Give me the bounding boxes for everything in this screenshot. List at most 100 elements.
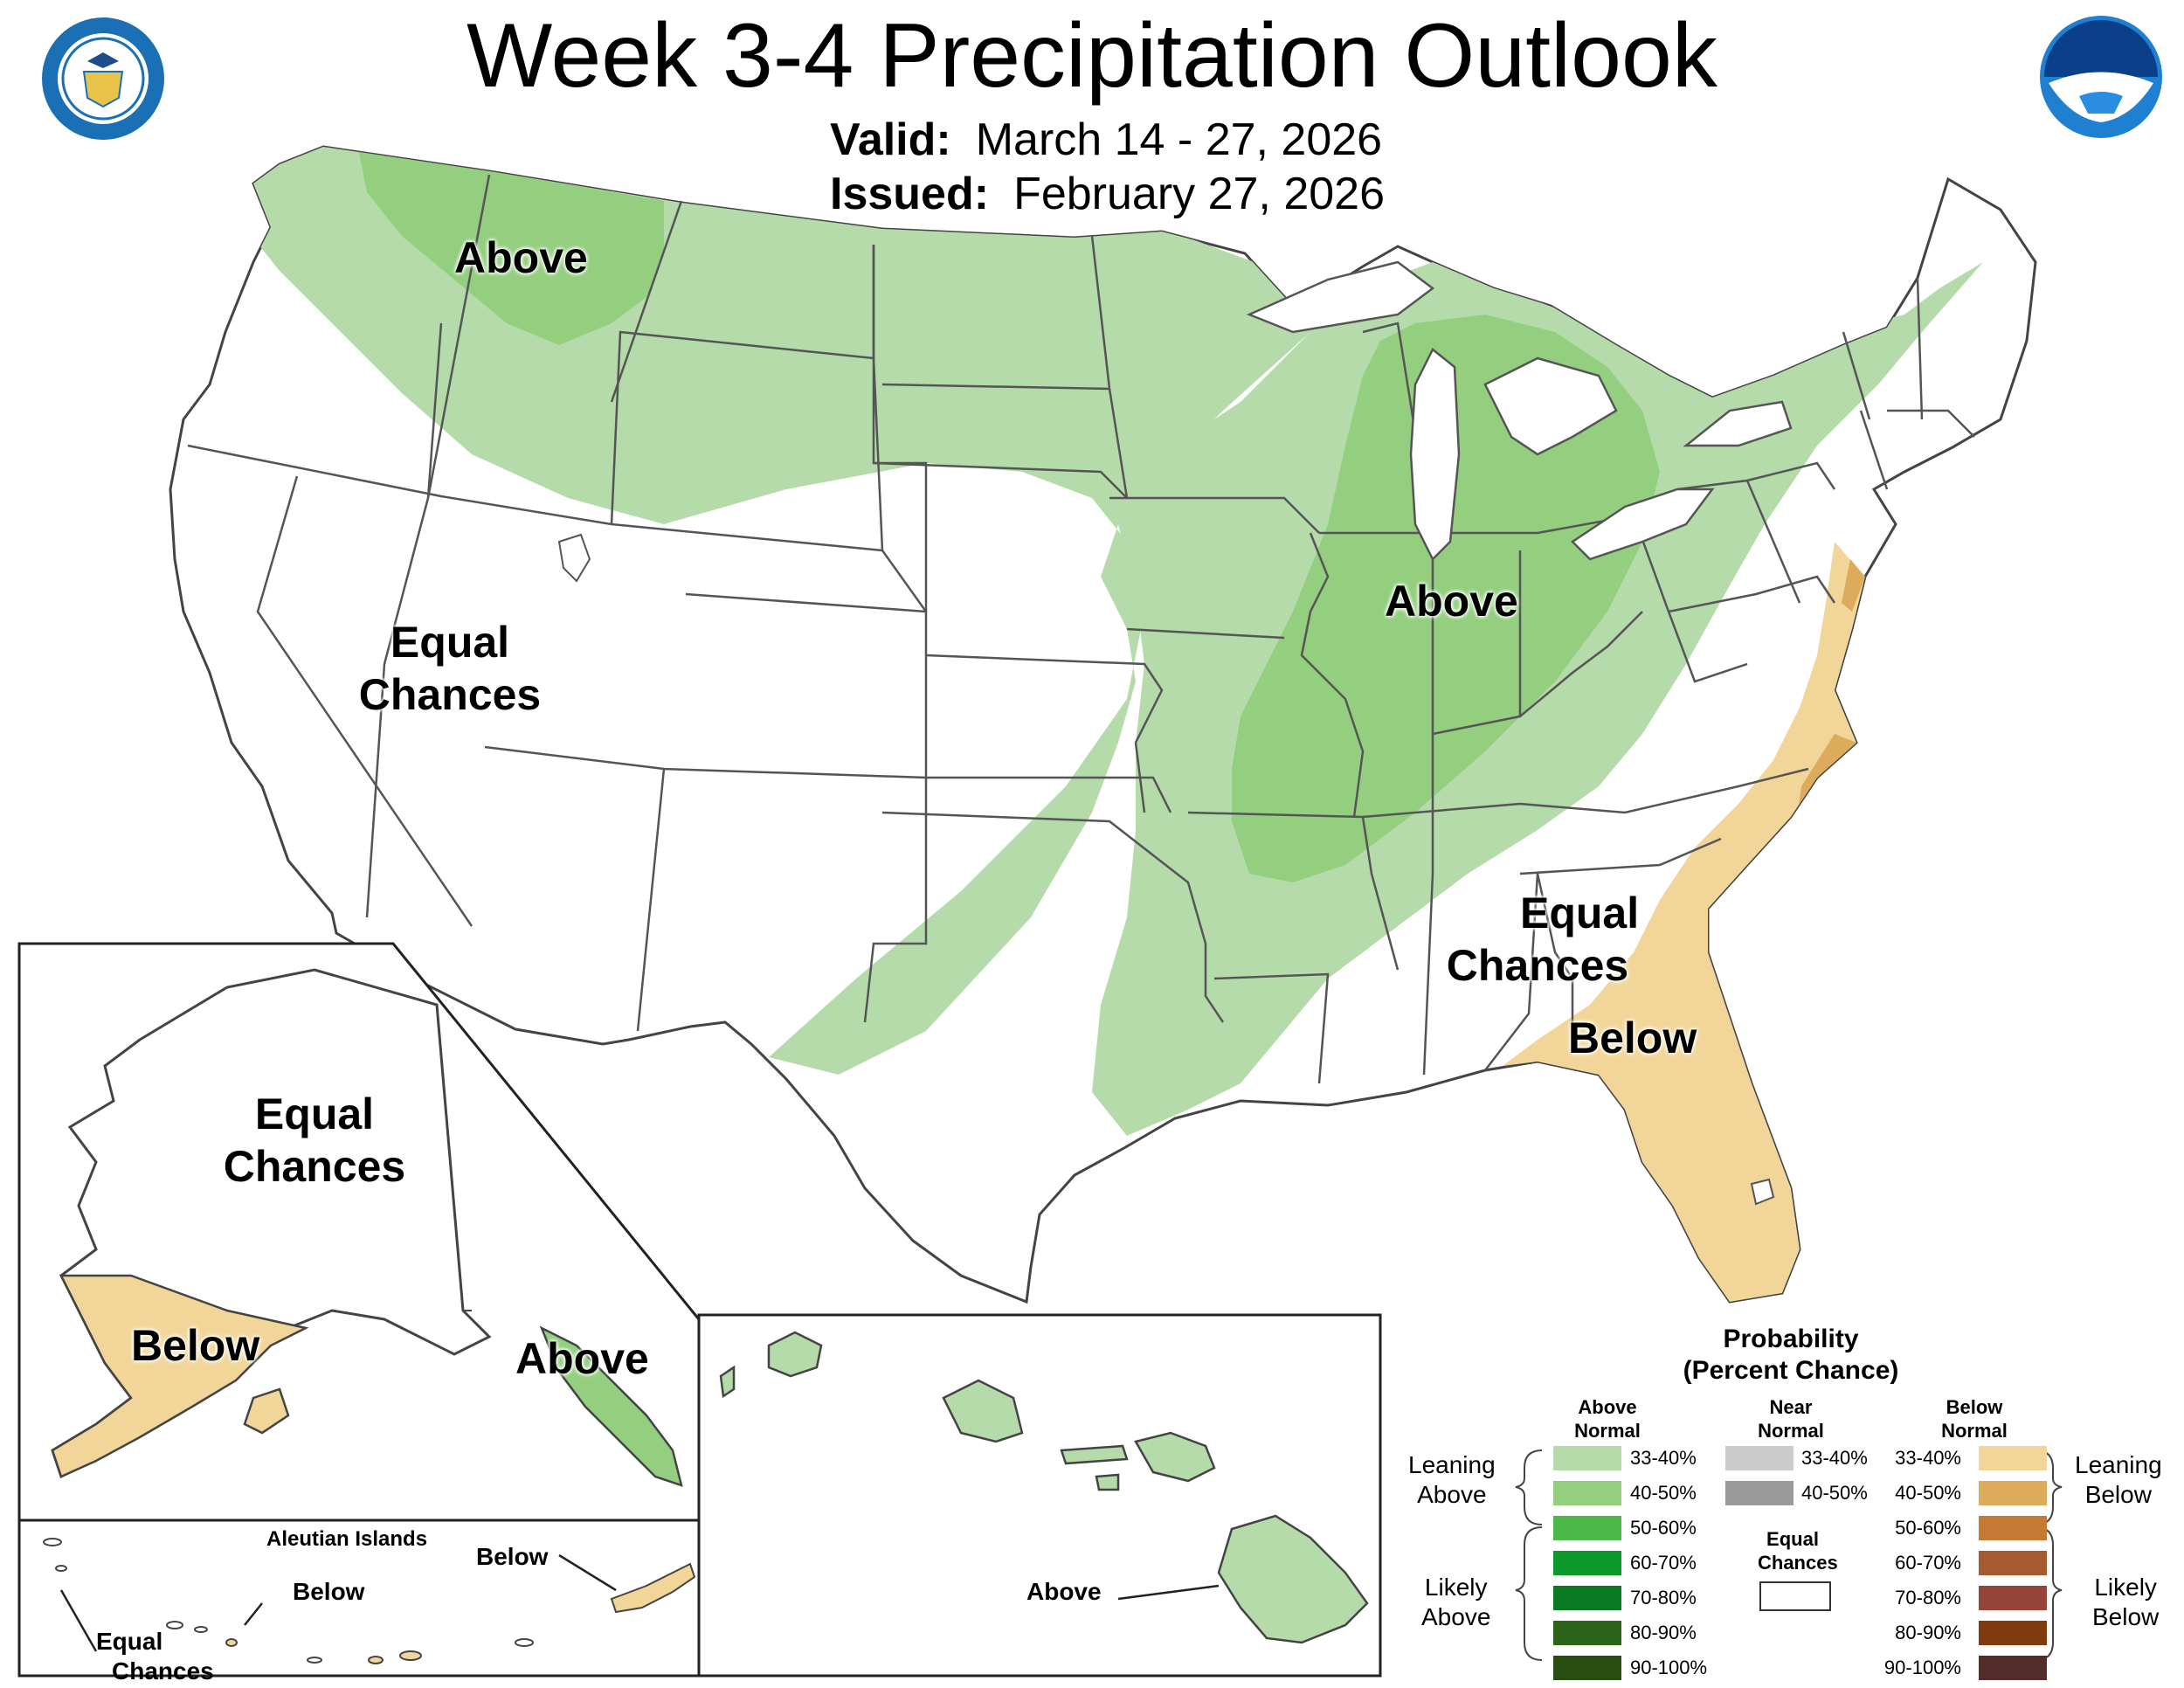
legend-brackets [1515,1449,2063,1661]
legend-below-swatch-6 [1979,1656,2047,1680]
legend-below-label-6: 90-100% [1883,1657,1961,1678]
region-midwest-above-40 [1232,315,1660,882]
legend-below-swatch-5 [1979,1621,2047,1645]
legend-leaning-above-line2: Above [1417,1481,1487,1508]
conus-map [169,145,2037,1304]
legend-col-below-line2: Normal [1941,1420,2008,1442]
aleutians-inset [17,1519,701,1678]
alaska-inset [17,942,701,1522]
issued-date-line: Issued: February 27, 2026 [830,168,1385,220]
legend-near-label-0: 33-40% [1801,1447,1868,1469]
legend-below-label-1: 40-50% [1895,1482,1961,1504]
label-aleutians-below-east: Below [476,1543,549,1570]
legend-title: Probability (Percent Chance) [1660,1324,1922,1387]
region-southeast-below-33 [1503,542,1865,1302]
legend-below-label-0: 33-40% [1895,1447,1961,1469]
legend-near-swatch-1 [1725,1481,1794,1505]
legend-col-above: Above Normal [1555,1395,1660,1442]
label-northwest-above: Above [454,233,588,282]
label-west-chances: Chances [358,670,542,719]
state-boundaries [187,174,1975,1084]
legend-above-swatch-5 [1553,1621,1621,1645]
label-alaska-equal: Equal [254,1090,375,1138]
legend-near-label-1: 40-50% [1801,1482,1868,1504]
label-southeast-equal-chances: Equal Chances [1441,887,1640,992]
region-north-above-33 [245,147,1354,1075]
label-west-equal: Equal [390,618,510,667]
commerce-logo [42,17,164,140]
legend-above-swatch-0 [1553,1446,1621,1470]
legend-above-label-6: 90-100% [1630,1657,1708,1678]
legend-likely-above-line2: Above [1421,1603,1491,1630]
legend-likely-above: Likely Above [1421,1573,1490,1632]
alaska-kodiak-below [243,1387,290,1435]
label-southeast-below: Below [1568,1013,1697,1062]
label-aleutians-equal-chances: Equal Chances [96,1627,214,1686]
label-alaska-below: Below [131,1321,260,1370]
legend-col-above-line1: Above [1578,1396,1637,1418]
legend-likely-above-line1: Likely [1424,1574,1488,1601]
alaska-panhandle-above [539,1325,683,1487]
legend-equal-line1: Equal [1766,1528,1819,1550]
legend-likely-below-line1: Likely [2094,1574,2157,1601]
label-southeast-equal: Equal [1520,889,1640,937]
legend-equal-swatch [1759,1581,1831,1611]
legend-below-label-2: 50-60% [1895,1517,1961,1539]
legend-below-swatch-2 [1979,1516,2047,1540]
legend-above-label-4: 70-80% [1630,1587,1697,1608]
lake-okeechobee [1750,1178,1775,1206]
label-hawaii-above: Above [1026,1578,1102,1605]
hawaii-inset [697,1313,1382,1678]
alaska-below-region [51,1274,309,1478]
issued-date: February 27, 2026 [1013,169,1385,219]
legend-col-near-line1: Near [1769,1396,1813,1418]
valid-label: Valid: [830,114,951,165]
label-midwest-above: Above [1385,577,1518,626]
legend-col-below-line1: Below [1946,1396,2003,1418]
oahu [942,1379,1024,1443]
legend-near-swatch-0 [1725,1446,1794,1470]
hawaii-big-island [1217,1514,1369,1644]
legend-above-swatch-2 [1553,1516,1621,1540]
niihau [719,1365,736,1399]
label-alaska-chances: Chances [223,1142,406,1191]
great-lakes [1246,260,1793,562]
label-west-equal-chances: Equal Chances [358,616,542,721]
legend-col-near-line2: Normal [1758,1420,1824,1442]
molokai [1060,1444,1129,1465]
region-northwest-above-40 [358,149,664,345]
legend-equal-chances: Equal Chances [1758,1527,1838,1574]
valid-dates-line: Valid: March 14 - 27, 2026 [830,114,1382,166]
noaa-logo [2040,16,2162,138]
page-title: Week 3-4 Precipitation Outlook [467,5,1717,107]
legend-col-near: Near Normal [1738,1395,1843,1442]
legend-leaning-below-line1: Leaning [2075,1451,2162,1478]
label-aleutians-below-west: Below [293,1578,365,1605]
aleutians-title: Aleutian Islands [266,1527,428,1551]
legend-col-above-line2: Normal [1574,1420,1641,1442]
legend-above-swatch-1 [1553,1481,1621,1505]
label-alaska-above: Above [515,1334,649,1383]
legend-leaning-below-line2: Below [2084,1481,2152,1508]
legend-above-label-0: 33-40% [1630,1447,1697,1469]
legend-col-below: Below Normal [1922,1395,2027,1442]
legend-below-swatch-4 [1979,1586,2047,1610]
legend-above-label-2: 50-60% [1630,1517,1697,1539]
legend-below-swatch-1 [1979,1481,2047,1505]
legend-above-swatch-4 [1553,1586,1621,1610]
legend-above-swatch-6 [1553,1656,1621,1680]
legend-below-swatch-3 [1979,1551,2047,1575]
label-aleutians-chances: Chances [112,1657,214,1685]
label-southeast-chances: Chances [1446,941,1629,990]
legend-above-swatch-3 [1553,1551,1621,1575]
valid-dates: March 14 - 27, 2026 [975,114,1383,165]
legend-likely-below-line2: Below [2092,1603,2160,1630]
issued-label: Issued: [830,169,990,219]
legend-leaning-above-line1: Leaning [1408,1451,1496,1478]
maui [1134,1431,1216,1483]
legend-leaning-above: Leaning Above [1408,1450,1496,1510]
legend-likely-below: Likely Below [2092,1573,2159,1632]
label-aleutians-equal: Equal [96,1628,163,1655]
region-nj-below-40 [1842,559,1865,612]
